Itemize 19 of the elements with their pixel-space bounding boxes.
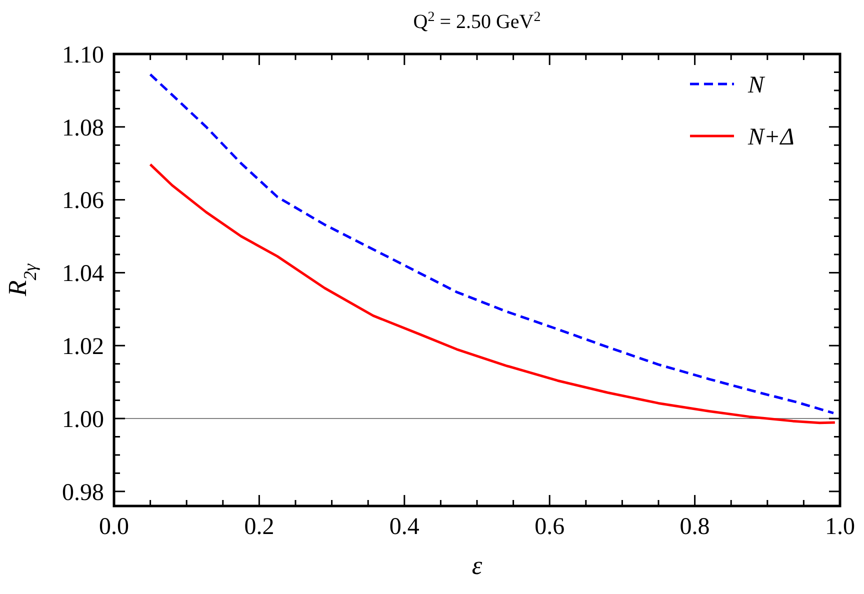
x-tick-label: 0.0 — [99, 514, 129, 540]
y-tick-label: 0.98 — [62, 480, 104, 506]
y-tick-label: 1.10 — [62, 42, 104, 68]
line-series — [149, 73, 835, 414]
chart-title: Q$^{2}$ = 2.50 GeV$^{2}$ — [413, 10, 541, 33]
y-tick-label: 1.02 — [62, 334, 104, 360]
legend-label: N+Δ — [747, 124, 794, 150]
line-series — [149, 163, 836, 424]
x-axis-title: ε — [472, 551, 483, 580]
y-tick-label: 1.00 — [62, 406, 104, 433]
x-tick-label: 0.8 — [680, 514, 710, 540]
x-tick-label: 0.4 — [389, 514, 420, 540]
y-tick-label: 1.06 — [62, 188, 104, 214]
y-tick-label: 1.08 — [62, 115, 104, 142]
x-tick-label: 1.0 — [825, 514, 855, 540]
y-tick-label: 1.04 — [62, 261, 104, 288]
x-tick-label: 0.2 — [244, 514, 274, 540]
legend-label: N — [747, 72, 766, 98]
x-tick-label: 0.6 — [534, 514, 565, 540]
